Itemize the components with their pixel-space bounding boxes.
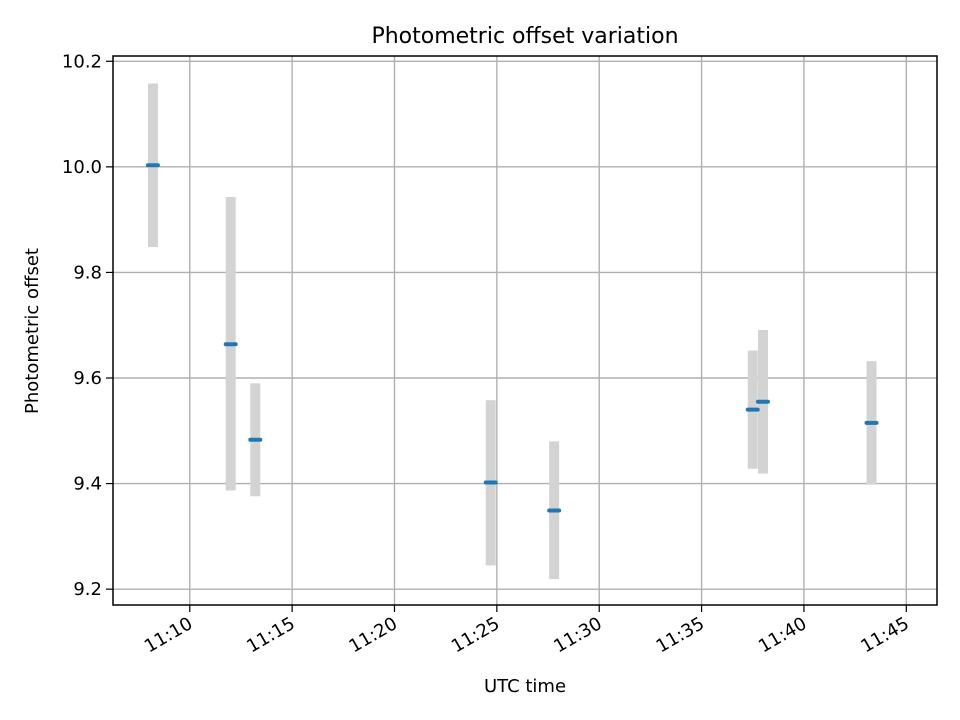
x-tick-label: 11:45 — [857, 613, 912, 657]
x-tick-label: 11:15 — [243, 613, 298, 657]
x-tick-label: 11:35 — [653, 613, 708, 657]
data-points — [145, 163, 879, 513]
x-tick-label: 11:40 — [755, 613, 810, 657]
x-tick-label: 11:25 — [448, 613, 503, 657]
x-tick-label: 11:10 — [141, 613, 196, 657]
y-axis-ticks: 9.2 9.4 9.6 9.8 10.0 10.2 — [62, 51, 113, 600]
y-tick-label: 9.2 — [73, 579, 102, 600]
error-bars — [147, 83, 877, 580]
chart-title: Photometric offset variation — [371, 24, 678, 49]
y-tick-label: 9.6 — [73, 368, 102, 389]
x-axis-label: UTC time — [484, 676, 566, 697]
plot-frame — [112, 55, 938, 606]
y-tick-label: 10.0 — [62, 157, 102, 178]
y-tick-label: 9.8 — [73, 262, 102, 283]
y-axis-label: Photometric offset — [22, 248, 43, 414]
x-tick-label: 11:20 — [346, 613, 401, 657]
x-axis-ticks: 11:10 11:15 11:20 11:25 11:30 11:35 11:40 11:45 — [141, 605, 913, 657]
grid-lines — [113, 56, 937, 605]
y-tick-label: 9.4 — [73, 474, 102, 495]
y-tick-label: 10.2 — [62, 51, 102, 72]
x-tick-label: 11:30 — [550, 613, 605, 657]
